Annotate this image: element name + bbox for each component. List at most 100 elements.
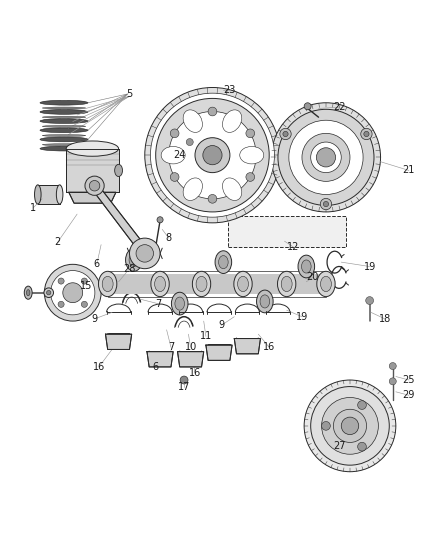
Ellipse shape [196,276,207,292]
Ellipse shape [234,271,252,297]
Ellipse shape [260,295,270,308]
Text: 16: 16 [263,342,276,352]
Text: 16: 16 [93,362,105,372]
Ellipse shape [40,137,88,142]
Circle shape [333,409,367,442]
Circle shape [81,301,88,308]
Polygon shape [69,192,116,203]
Ellipse shape [40,119,88,124]
Circle shape [81,278,88,284]
Text: 15: 15 [80,281,92,291]
Circle shape [145,87,280,223]
Ellipse shape [278,271,296,297]
Polygon shape [89,185,151,253]
Text: 9: 9 [218,320,224,330]
Circle shape [357,442,366,451]
Circle shape [58,278,64,284]
Circle shape [321,422,330,430]
Circle shape [208,107,217,116]
Ellipse shape [42,134,85,136]
Text: 10: 10 [184,342,197,352]
Text: 11: 11 [200,332,212,341]
Ellipse shape [155,276,166,292]
Circle shape [51,271,95,315]
Polygon shape [234,338,261,354]
Circle shape [302,133,350,181]
Circle shape [89,181,100,191]
Text: 19: 19 [364,262,376,271]
Polygon shape [160,274,201,294]
Circle shape [58,301,64,308]
Circle shape [208,195,217,203]
Circle shape [150,93,275,217]
Text: 19: 19 [296,312,308,322]
Circle shape [321,398,378,454]
Ellipse shape [161,147,185,164]
Circle shape [195,138,230,173]
Ellipse shape [57,185,63,204]
Ellipse shape [42,125,85,127]
Text: 23: 23 [224,85,236,95]
Circle shape [157,217,163,223]
Circle shape [170,129,179,138]
Circle shape [130,238,160,269]
Text: 18: 18 [379,314,391,324]
Text: 17: 17 [178,382,190,392]
Ellipse shape [42,144,85,146]
Polygon shape [108,274,160,294]
Ellipse shape [321,276,332,292]
Ellipse shape [223,178,242,200]
Polygon shape [287,274,326,294]
Ellipse shape [183,178,202,200]
Text: 6: 6 [94,260,100,269]
Text: 28: 28 [124,264,136,273]
Circle shape [341,417,359,434]
Text: 2: 2 [54,238,60,247]
Polygon shape [66,149,119,192]
Ellipse shape [46,290,51,295]
Text: 5: 5 [127,89,133,99]
Circle shape [246,173,254,181]
Circle shape [280,128,291,140]
Circle shape [389,378,396,385]
Circle shape [170,173,179,181]
Ellipse shape [301,260,311,273]
Text: 27: 27 [333,440,345,450]
Polygon shape [201,274,243,294]
Ellipse shape [42,116,85,118]
Ellipse shape [102,276,113,292]
Circle shape [85,176,104,195]
Ellipse shape [24,286,32,299]
Polygon shape [147,352,173,367]
Circle shape [63,283,83,303]
Ellipse shape [126,248,142,271]
Text: 21: 21 [403,165,415,175]
Ellipse shape [192,271,211,297]
Text: 9: 9 [92,314,98,324]
Circle shape [289,120,363,195]
Text: 16: 16 [189,368,201,378]
Text: 29: 29 [403,390,415,400]
Text: 7: 7 [155,298,161,309]
Circle shape [304,103,311,110]
Circle shape [155,99,269,212]
Ellipse shape [40,146,88,151]
Ellipse shape [40,110,88,114]
Text: 24: 24 [173,150,186,160]
Ellipse shape [219,256,228,269]
Ellipse shape [175,297,184,310]
Circle shape [44,264,101,321]
Circle shape [180,376,188,384]
Ellipse shape [151,271,169,297]
Polygon shape [206,345,232,360]
Polygon shape [177,352,204,367]
Circle shape [366,297,374,304]
Circle shape [203,146,222,165]
Circle shape [323,201,328,207]
Circle shape [357,401,366,409]
Ellipse shape [183,110,202,132]
Circle shape [389,362,396,369]
Circle shape [311,386,389,465]
Ellipse shape [40,128,88,133]
Text: 1: 1 [30,203,36,213]
